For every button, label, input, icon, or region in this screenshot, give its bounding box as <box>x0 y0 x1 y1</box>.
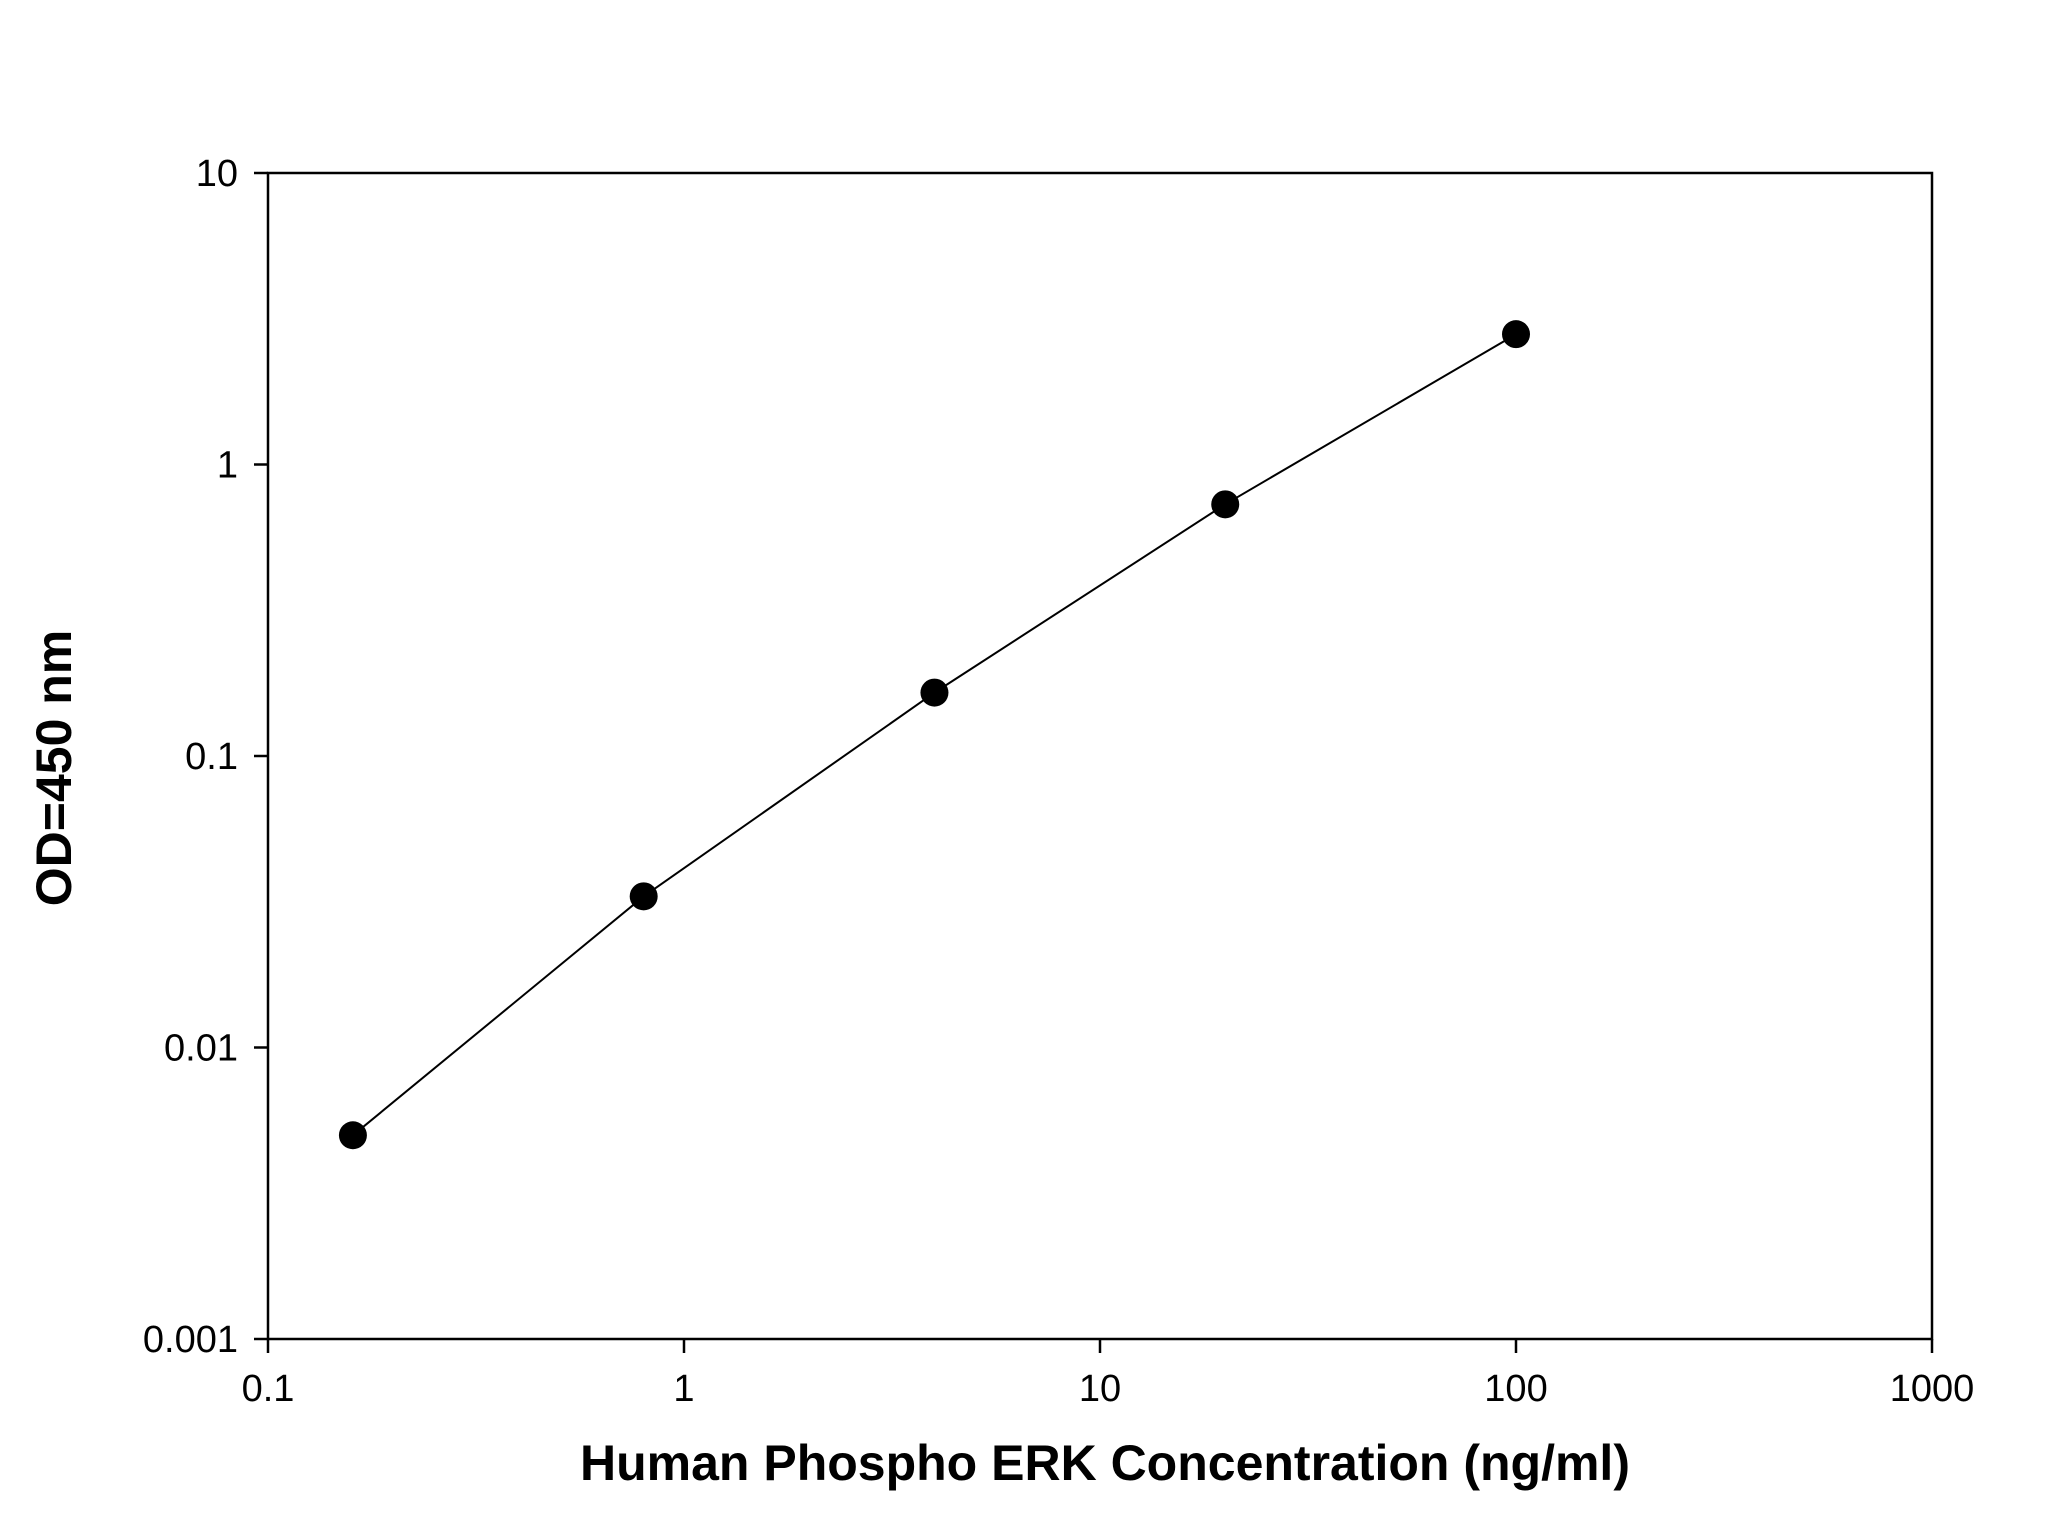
x-tick-label: 10 <box>1079 1368 1121 1410</box>
y-tick-label: 0.001 <box>143 1319 238 1361</box>
data-point <box>338 1121 367 1150</box>
y-tick-label: 1 <box>217 445 238 487</box>
y-axis-title: OD=450 nm <box>26 630 82 907</box>
y-tick-label: 0.1 <box>185 736 238 778</box>
series-layer <box>338 320 1530 1150</box>
plot-frame <box>266 171 1934 1341</box>
x-axis-title: Human Phospho ERK Concentration (ng/ml) <box>580 1435 1630 1491</box>
data-point <box>920 678 949 707</box>
y-tick-label: 0.01 <box>164 1028 238 1070</box>
x-tick-label: 100 <box>1484 1368 1547 1410</box>
x-tick-label: 1000 <box>1890 1368 1975 1410</box>
y-tick-label: 10 <box>196 153 238 195</box>
x-tick-label: 0.1 <box>242 1368 295 1410</box>
data-point <box>629 882 658 911</box>
x-axis-ticks: 0.1 1 10 100 1000 <box>242 1339 1975 1410</box>
data-point <box>1211 490 1240 519</box>
series-line <box>352 333 1517 1137</box>
x-tick-label: 1 <box>673 1368 694 1410</box>
data-point <box>1502 320 1530 349</box>
y-axis-ticks: 0.001 0.01 0.1 1 10 <box>143 153 268 1361</box>
